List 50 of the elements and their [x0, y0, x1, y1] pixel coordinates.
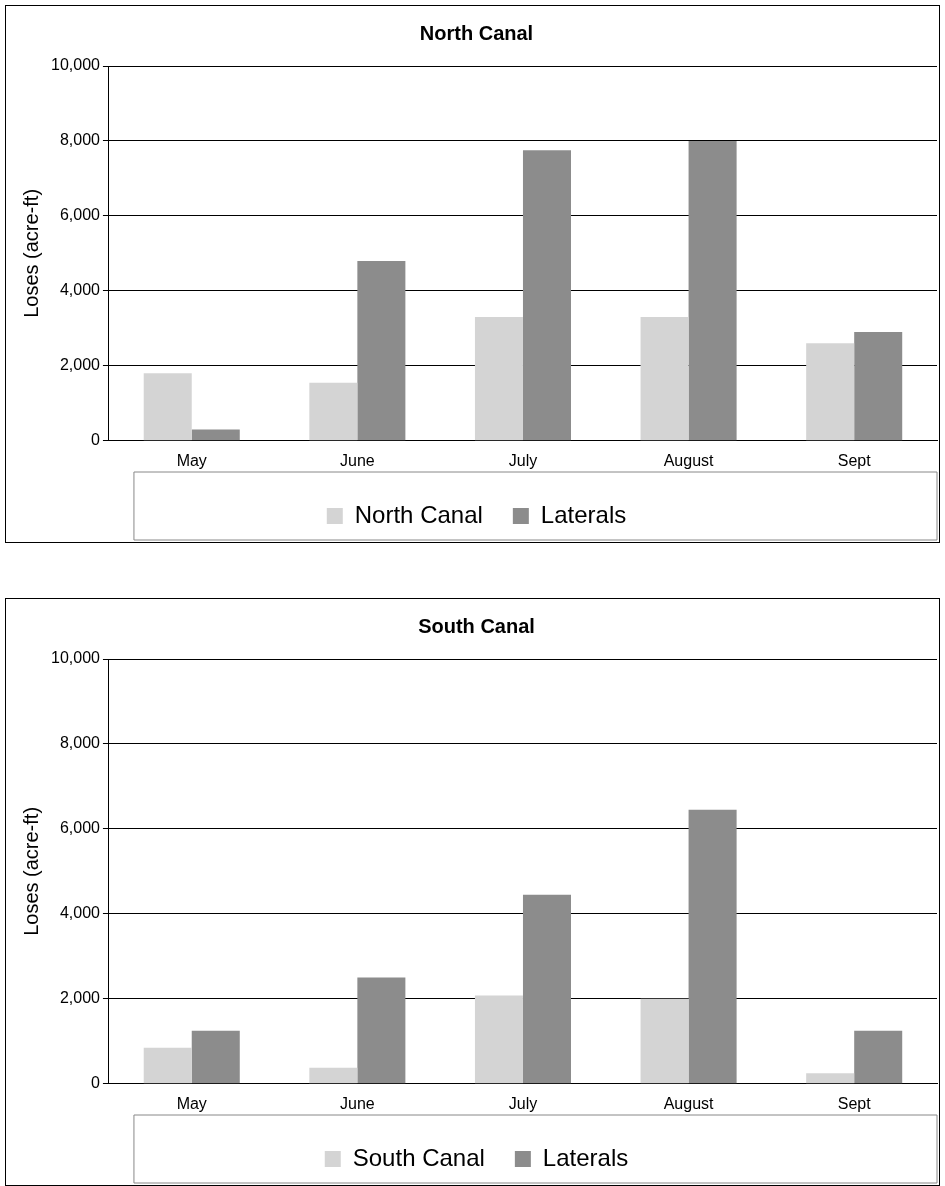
- bar: [640, 998, 689, 1084]
- y-tick-label: 4,000: [59, 904, 101, 922]
- x-tick-label: Sept: [837, 451, 872, 469]
- y-tick-label: 4,000: [59, 281, 101, 299]
- bar: [688, 140, 737, 441]
- y-tick-label: 8,000: [59, 131, 101, 149]
- bar: [522, 150, 571, 441]
- x-tick-label: August: [663, 451, 715, 469]
- x-tick-label: June: [340, 451, 375, 469]
- y-tick-label: 10,000: [51, 56, 101, 74]
- bar: [357, 260, 406, 441]
- x-tick-label: July: [508, 451, 538, 469]
- bar: [688, 809, 737, 1084]
- legend-label: Laterals: [542, 1143, 629, 1171]
- bar: [806, 343, 855, 441]
- x-tick-label: June: [340, 1094, 375, 1112]
- bar: [806, 1073, 855, 1084]
- bar: [309, 1067, 358, 1084]
- x-tick-label: July: [508, 1094, 538, 1112]
- bar: [143, 373, 192, 441]
- bar: [191, 429, 240, 441]
- bar: [474, 317, 523, 441]
- x-tick-label: May: [176, 451, 207, 469]
- y-tick-label: 6,000: [59, 206, 101, 224]
- legend-label: Laterals: [540, 500, 627, 528]
- bar: [143, 1047, 192, 1084]
- bar: [640, 317, 689, 441]
- bar: [522, 894, 571, 1084]
- x-tick-label: Sept: [837, 1094, 872, 1112]
- bar: [854, 332, 903, 441]
- y-axis-title: Loses (acre-ft): [19, 806, 42, 936]
- y-axis-title: Loses (acre-ft): [19, 188, 42, 318]
- legend-label: North Canal: [354, 500, 483, 528]
- bar: [309, 382, 358, 441]
- y-tick-label: 6,000: [59, 819, 101, 837]
- y-tick-label: 0: [91, 431, 101, 449]
- y-tick-label: 0: [91, 1074, 101, 1092]
- chart-title: South Canal: [418, 614, 535, 637]
- x-tick-label: August: [663, 1094, 715, 1112]
- bar: [357, 977, 406, 1084]
- y-tick-label: 8,000: [59, 734, 101, 752]
- chart-title: North Canal: [419, 21, 534, 44]
- bar: [854, 1030, 903, 1084]
- y-tick-label: 10,000: [51, 649, 101, 667]
- bar: [474, 995, 523, 1084]
- bar: [191, 1030, 240, 1084]
- y-tick-label: 2,000: [59, 356, 101, 374]
- legend-label: South Canal: [352, 1143, 485, 1171]
- x-tick-label: May: [176, 1094, 207, 1112]
- y-tick-label: 2,000: [59, 989, 101, 1007]
